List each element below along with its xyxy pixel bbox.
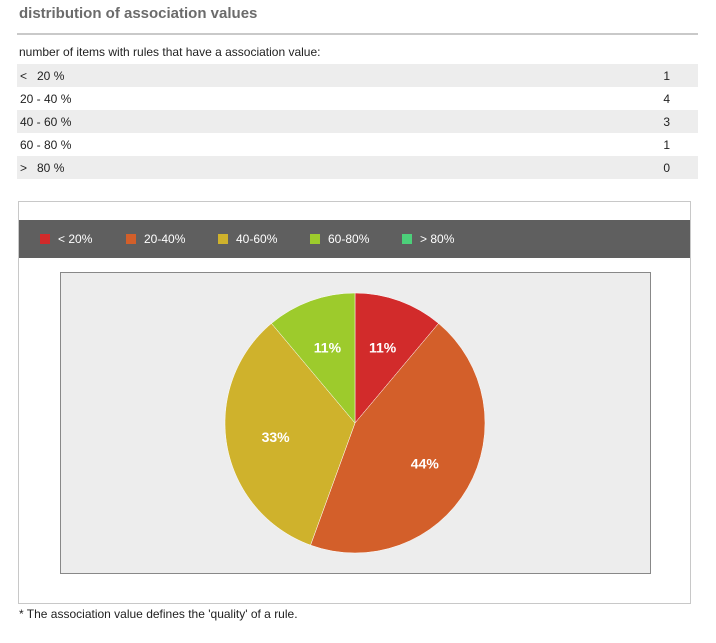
count-cell: 3 — [663, 114, 670, 129]
pie-data-label: 11% — [369, 339, 397, 355]
count-cell: 4 — [663, 91, 670, 106]
table-row: > 80 % 0 — [17, 156, 698, 179]
table-row: < 20 % 1 — [17, 64, 698, 87]
legend-swatch — [402, 234, 412, 244]
count-cell: 1 — [663, 68, 670, 83]
legend-label: 20-40% — [144, 232, 186, 246]
plot-area: 11% 44% 33% 11% — [60, 272, 651, 574]
range-cell: 40 - 60 % — [20, 114, 72, 129]
legend-label: < 20% — [58, 232, 93, 246]
count-cell: 1 — [663, 137, 670, 152]
count-cell: 0 — [663, 160, 670, 175]
legend-label: 40-60% — [236, 232, 278, 246]
range-cell: < 20 % — [20, 68, 65, 83]
legend-label: 60-80% — [328, 232, 370, 246]
range-cell: 20 - 40 % — [20, 91, 72, 106]
section-heading: distribution of association values — [19, 5, 258, 22]
legend-swatch — [40, 234, 50, 244]
legend-item: 20-40% — [126, 220, 185, 258]
intro-text: number of items with rules that have a a… — [19, 45, 321, 59]
legend-swatch — [126, 234, 136, 244]
legend-swatch — [218, 234, 228, 244]
pie-data-label: 33% — [262, 429, 291, 445]
table-row: 20 - 40 % 4 — [17, 87, 698, 110]
legend-item: > 80% — [402, 220, 454, 258]
pie-slice — [354, 292, 439, 424]
pie-slice — [224, 323, 356, 546]
legend-item: 60-80% — [310, 220, 369, 258]
pie-data-label: 44% — [411, 455, 440, 471]
footnote: * The association value defines the 'qua… — [19, 607, 298, 621]
heading-divider — [17, 33, 698, 35]
legend-item: < 20% — [40, 220, 92, 258]
legend-label: > 80% — [420, 232, 455, 246]
legend-swatch — [310, 234, 320, 244]
legend-item: 40-60% — [218, 220, 277, 258]
range-cell: 60 - 80 % — [20, 137, 72, 152]
pie-chart: 11% 44% 33% 11% — [224, 292, 486, 554]
pie-slice — [310, 323, 486, 554]
chart-legend: < 20% 20-40% 40-60% 60-80% > 80% — [19, 220, 690, 258]
table-row: 40 - 60 % 3 — [17, 110, 698, 133]
pie-data-label: 11% — [314, 339, 342, 355]
chart-panel: < 20% 20-40% 40-60% 60-80% > 80% 11% 44% 3… — [18, 201, 691, 604]
distribution-table: < 20 % 1 20 - 40 % 4 40 - 60 % 3 60 - 80… — [17, 64, 698, 179]
table-row: 60 - 80 % 1 — [17, 133, 698, 156]
pie-slice — [271, 292, 356, 424]
range-cell: > 80 % — [20, 160, 65, 175]
